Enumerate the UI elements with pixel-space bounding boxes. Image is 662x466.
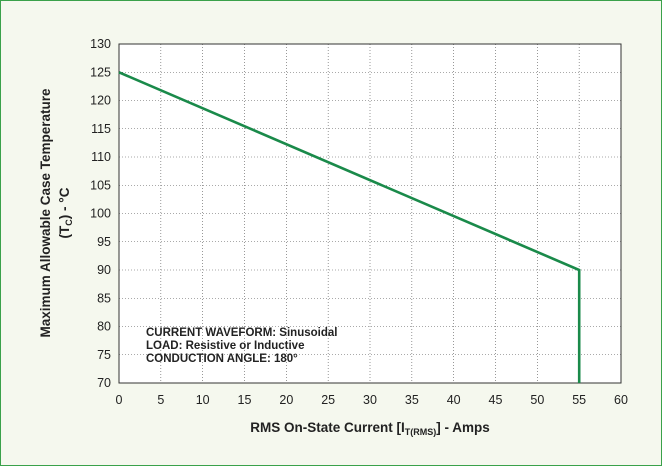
x-tick-label: 20 xyxy=(279,393,293,407)
annotation-waveform: CURRENT WAVEFORM: Sinusoidal xyxy=(146,327,337,339)
y-axis-title-line1: Maximum Allowable Case Temperature xyxy=(38,88,53,338)
y-axis-title-line2: (TC) - °C xyxy=(57,187,74,238)
y-tick-label: 125 xyxy=(90,65,111,79)
series-layer xyxy=(118,71,581,383)
y-tick-label: 70 xyxy=(97,376,111,390)
x-tick-label: 25 xyxy=(321,393,335,407)
y-tick-label: 120 xyxy=(90,94,111,108)
x-axis-title-prefix: RMS On-State Current [I xyxy=(250,420,405,435)
x-tick-label: 10 xyxy=(196,393,210,407)
x-tick-label: 60 xyxy=(614,393,628,407)
x-tick-labels: 0 5 10 15 20 25 30 35 40 45 50 55 60 xyxy=(116,393,628,407)
y-tick-label: 115 xyxy=(91,122,111,136)
y-tick-label: 95 xyxy=(97,235,111,249)
annotation-load: LOAD: Resistive or Inductive xyxy=(146,340,304,352)
series-line-0 xyxy=(118,71,581,383)
x-axis-title: RMS On-State Current [IT(RMS)] - Amps xyxy=(250,420,490,437)
y-tick-label: 90 xyxy=(97,263,111,277)
x-tick-label: 40 xyxy=(447,393,461,407)
x-tick-label: 55 xyxy=(572,393,586,407)
x-axis-title-subscript: T(RMS) xyxy=(405,427,437,437)
y-tick-label: 105 xyxy=(90,178,111,192)
x-tick-label: 35 xyxy=(405,393,419,407)
y-axis-title-line2-subscript: C xyxy=(64,219,74,226)
y-axis-title-line2-suffix: ) - °C xyxy=(57,187,72,219)
x-tick-label: 15 xyxy=(238,393,252,407)
x-tick-label: 5 xyxy=(157,393,164,407)
annotation-conduction-angle: CONDUCTION ANGLE: 180° xyxy=(146,353,298,365)
x-tick-label: 50 xyxy=(530,393,544,407)
y-tick-label: 85 xyxy=(97,291,111,305)
x-tick-label: 0 xyxy=(116,393,123,407)
annotation-box: CURRENT WAVEFORM: Sinusoidal LOAD: Resis… xyxy=(146,327,337,365)
y-tick-label: 110 xyxy=(91,150,111,164)
x-tick-label: 45 xyxy=(489,393,503,407)
y-tick-label: 130 xyxy=(90,37,111,51)
y-tick-labels: 70 75 80 85 90 95 100 105 110 115 120 125 130 xyxy=(90,37,111,390)
x-axis-title-suffix: ] - Amps xyxy=(436,420,490,435)
y-axis-title-line2-prefix: (T xyxy=(57,225,72,238)
y-tick-label: 75 xyxy=(97,348,111,362)
plot-border xyxy=(118,43,622,384)
y-tick-label: 80 xyxy=(97,320,111,334)
y-tick-label: 100 xyxy=(90,207,111,221)
x-tick-label: 30 xyxy=(363,393,377,407)
